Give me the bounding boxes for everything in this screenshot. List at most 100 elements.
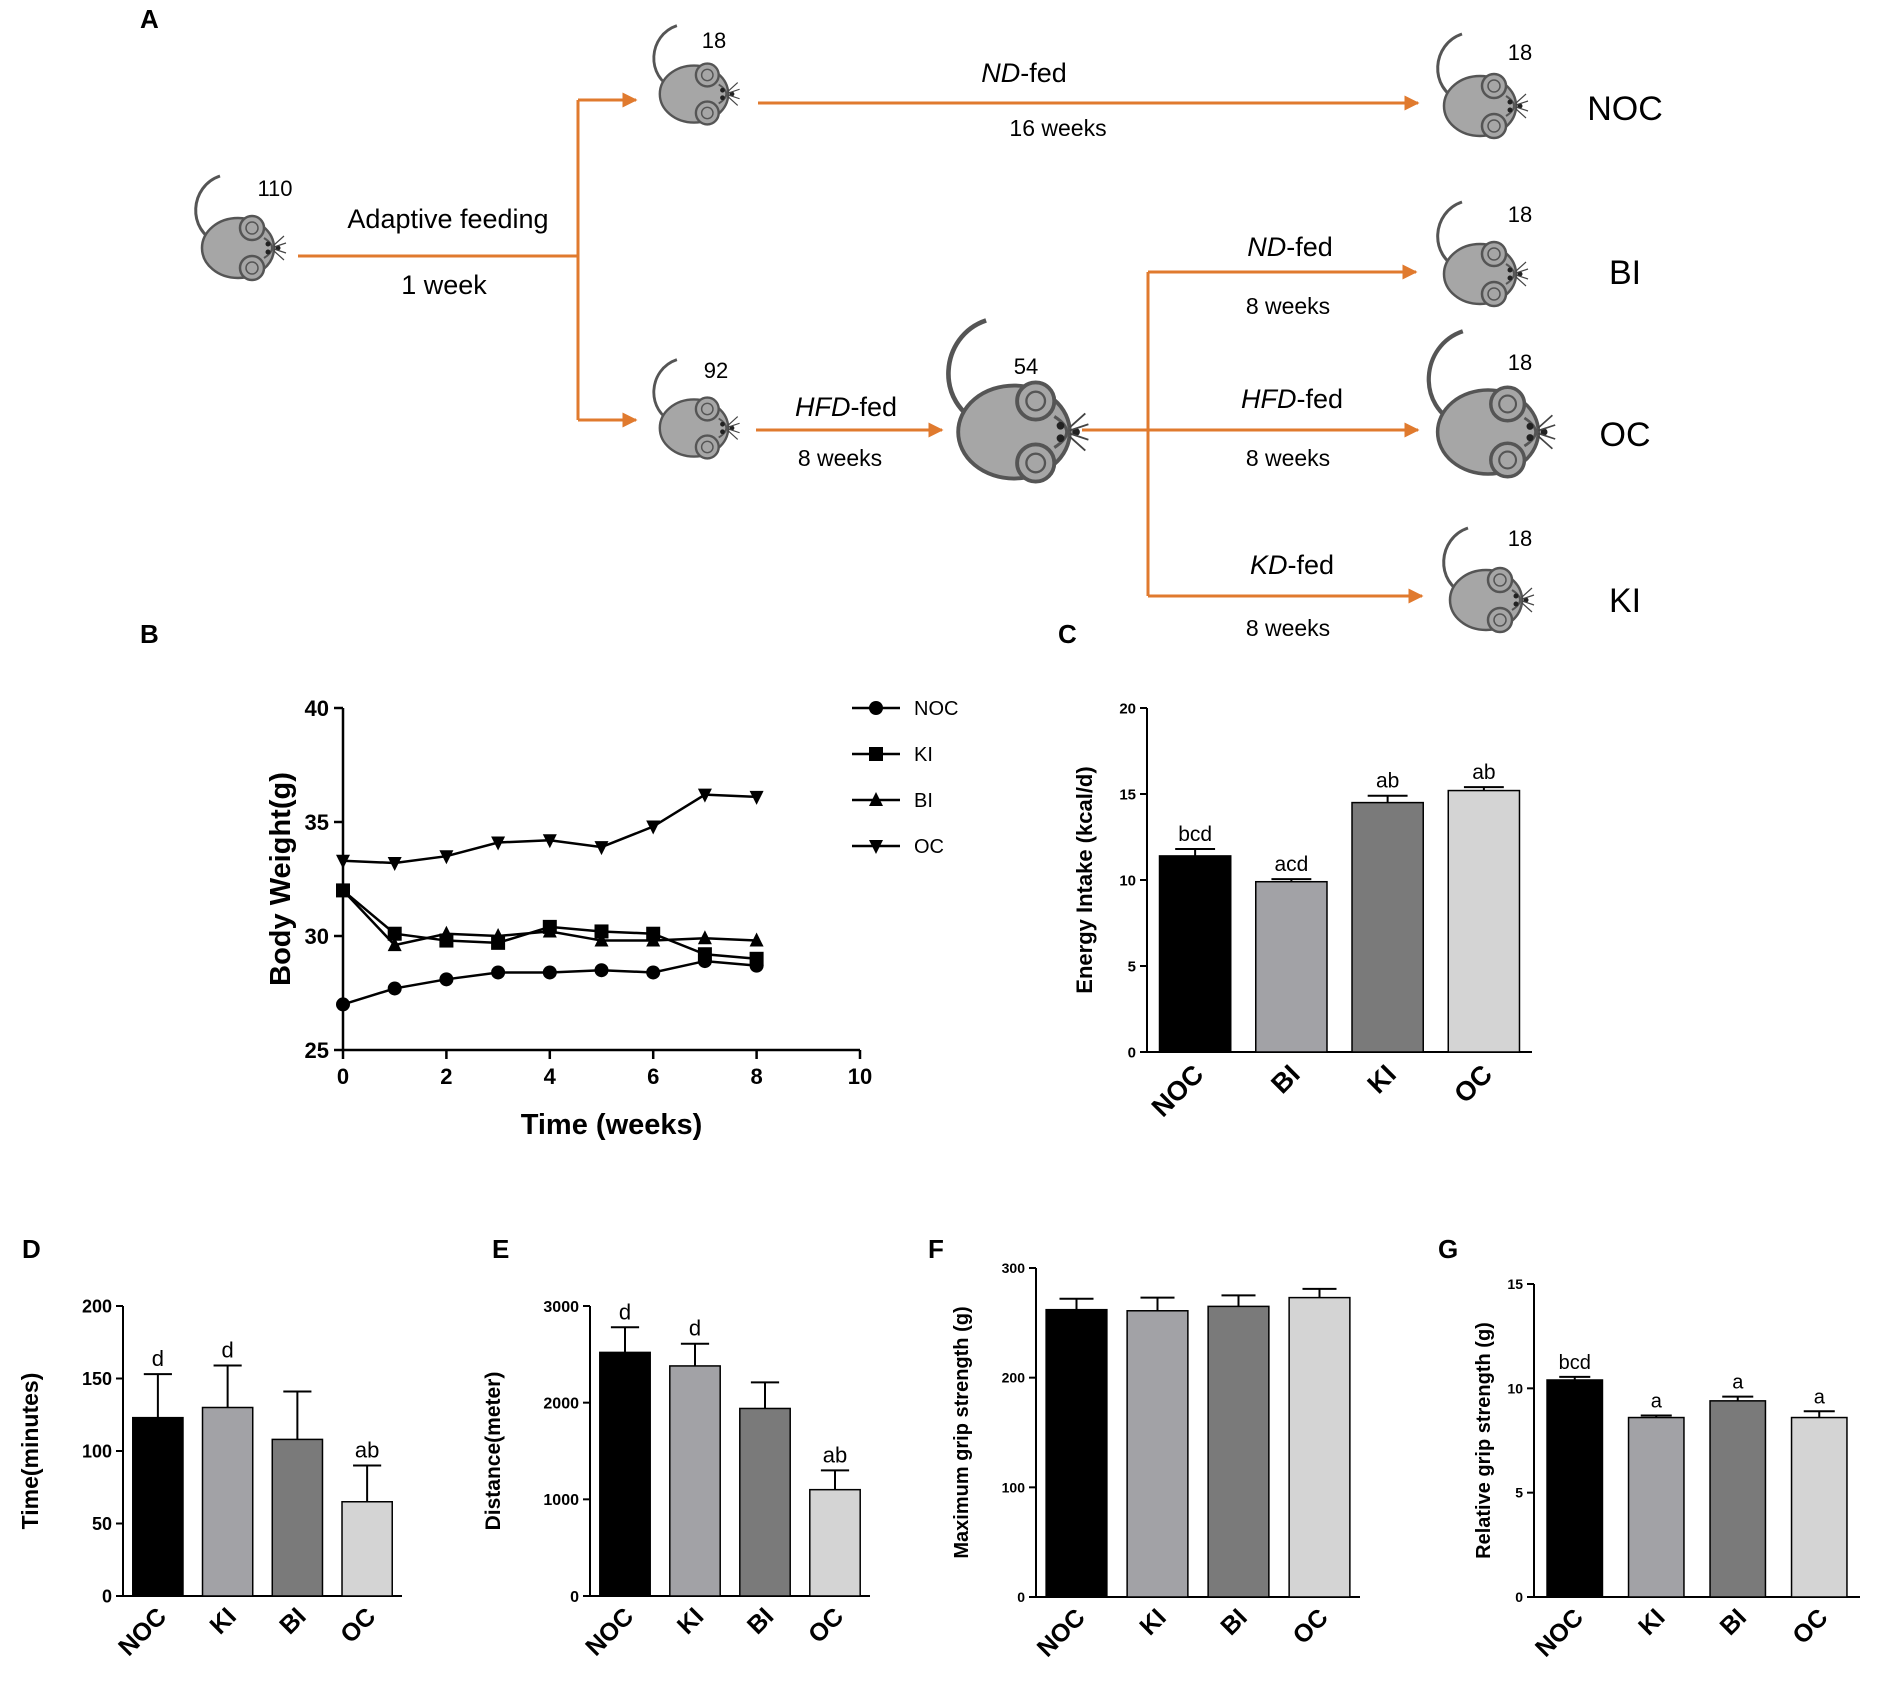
count-upper: 18 — [702, 28, 726, 53]
data-point-oc — [542, 834, 557, 849]
significance-label-oc: ab — [823, 1442, 847, 1467]
group-label-bi: BI — [1609, 254, 1641, 292]
x-tick-label: 2 — [440, 1064, 452, 1089]
data-point-noc — [439, 972, 454, 987]
x-tick-label-oc: OC — [803, 1602, 849, 1648]
bar-ki — [669, 1365, 721, 1597]
significance-label-oc: a — [1814, 1386, 1826, 1408]
significance-label-oc: ab — [1472, 761, 1495, 784]
significance-label-oc: ab — [355, 1438, 379, 1463]
count-noc: 18 — [1508, 40, 1532, 65]
significance-label-noc: bcd — [1559, 1352, 1591, 1374]
x-tick-label: 0 — [337, 1064, 349, 1089]
data-point-bi — [594, 932, 609, 947]
y-axis-label: Relative grip strength (g) — [1473, 1322, 1495, 1559]
count-obese: 54 — [1014, 354, 1038, 379]
bar-noc — [1546, 1379, 1604, 1598]
y-axis-label: Distance(meter) — [482, 1372, 505, 1531]
data-point-ki — [749, 951, 764, 966]
y-tick-label: 1000 — [543, 1492, 579, 1509]
chart-body-weight: 25 30 35 40 0 2 4 6 8 10 Body Weight(g) Time (weeks… — [265, 696, 958, 1141]
mouse-upper-icon — [652, 24, 742, 126]
chart-max-grip: 0 100 200 300 Maximum grip strength (g) NOC KI… — [951, 1260, 1360, 1663]
schematic-panel: 110 18 92 54 18 18 18 18 Adaptive feedin… — [194, 24, 1663, 641]
x-tick-label-noc: NOC — [113, 1602, 172, 1661]
legend-label-ki: KI — [914, 744, 933, 766]
x-tick-label-ki: KI — [1633, 1603, 1670, 1640]
panel-letter-g: G — [1438, 1234, 1458, 1264]
bar-ki — [201, 1406, 254, 1597]
diet-label-upper: ND-fed — [981, 58, 1067, 88]
bar-ki — [1627, 1416, 1685, 1598]
chart-time-minutes: 0 50 100 150 200 Time(minutes) d NOC d KI BI ab OC — [17, 1296, 402, 1662]
duration-label-ki: 8 weeks — [1246, 615, 1330, 641]
count-lower: 92 — [704, 358, 728, 383]
mouse-obese-icon — [948, 320, 1088, 481]
data-point-noc — [646, 965, 661, 980]
data-point-bi — [749, 932, 764, 947]
count-start: 110 — [257, 176, 292, 201]
data-point-bi — [646, 932, 661, 947]
x-tick-label-oc: OC — [1448, 1059, 1498, 1109]
y-tick-label: 0 — [1515, 1589, 1523, 1605]
y-tick-label: 30 — [305, 924, 329, 949]
data-point-oc — [697, 788, 712, 803]
y-axis-label: Time(minutes) — [17, 1373, 43, 1530]
legend-label-bi: BI — [914, 790, 933, 812]
bar-bi — [1255, 880, 1328, 1053]
y-tick-label: 40 — [305, 696, 329, 721]
significance-label-noc: bcd — [1178, 823, 1212, 846]
significance-label-noc: d — [152, 1346, 164, 1371]
flow-arrows — [298, 92, 1424, 604]
bar-oc — [1447, 789, 1521, 1053]
data-point-bi — [336, 882, 350, 897]
y-tick-label: 20 — [1119, 700, 1136, 717]
x-tick-label-bi: BI — [742, 1602, 779, 1639]
y-tick-label: 300 — [1002, 1260, 1026, 1276]
bar-noc — [1158, 855, 1232, 1053]
x-tick-label-noc: NOC — [1146, 1059, 1210, 1123]
diet-label-bi: ND-fed — [1247, 232, 1333, 262]
significance-label-bi: acd — [1274, 853, 1308, 876]
x-tick-label-oc: OC — [335, 1602, 381, 1648]
data-point-noc — [387, 981, 402, 996]
x-tick-label: 8 — [750, 1064, 762, 1089]
significance-label-ki: a — [1651, 1390, 1663, 1412]
data-point-oc — [336, 854, 350, 869]
y-tick-label: 5 — [1515, 1485, 1523, 1501]
x-tick-label-bi: BI — [1265, 1059, 1305, 1099]
data-point-bi — [697, 930, 712, 945]
legend-marker-bi — [869, 792, 883, 806]
legend-marker-oc — [869, 840, 883, 854]
significance-label-ki: d — [689, 1316, 701, 1341]
x-tick-label-noc: NOC — [580, 1602, 639, 1661]
bar-oc — [341, 1501, 393, 1597]
data-point-noc — [491, 965, 506, 980]
y-tick-label: 200 — [82, 1296, 112, 1316]
data-point-oc — [387, 857, 402, 872]
chart-relative-grip: 0 5 10 15 Relative grip strength (g) bcd NOC a K… — [1473, 1276, 1860, 1663]
y-tick-label: 50 — [92, 1514, 112, 1534]
y-tick-label: 5 — [1128, 958, 1136, 975]
data-point-noc — [336, 997, 350, 1012]
x-tick-label: 6 — [647, 1064, 659, 1089]
y-tick-label: 100 — [1002, 1479, 1026, 1495]
count-bi: 18 — [1508, 202, 1532, 227]
x-tick-label-ki: KI — [672, 1602, 709, 1639]
y-tick-label: 150 — [82, 1369, 112, 1389]
bar-ki — [1351, 801, 1424, 1053]
y-tick-label: 25 — [305, 1038, 329, 1063]
data-point-oc — [646, 820, 661, 835]
count-oc: 18 — [1508, 350, 1532, 375]
bar-oc — [1790, 1416, 1848, 1598]
bar-bi — [1207, 1305, 1270, 1598]
x-tick-label-oc: OC — [1787, 1603, 1833, 1649]
y-tick-label: 3000 — [543, 1299, 579, 1316]
panel-letter-b: B — [140, 619, 159, 649]
y-tick-label: 0 — [1128, 1044, 1136, 1061]
data-point-bi — [439, 925, 454, 940]
legend-label-oc: OC — [914, 836, 944, 858]
y-axis-label: Energy Intake (kcal/d) — [1072, 766, 1097, 993]
panel-letter-d: D — [22, 1234, 41, 1264]
